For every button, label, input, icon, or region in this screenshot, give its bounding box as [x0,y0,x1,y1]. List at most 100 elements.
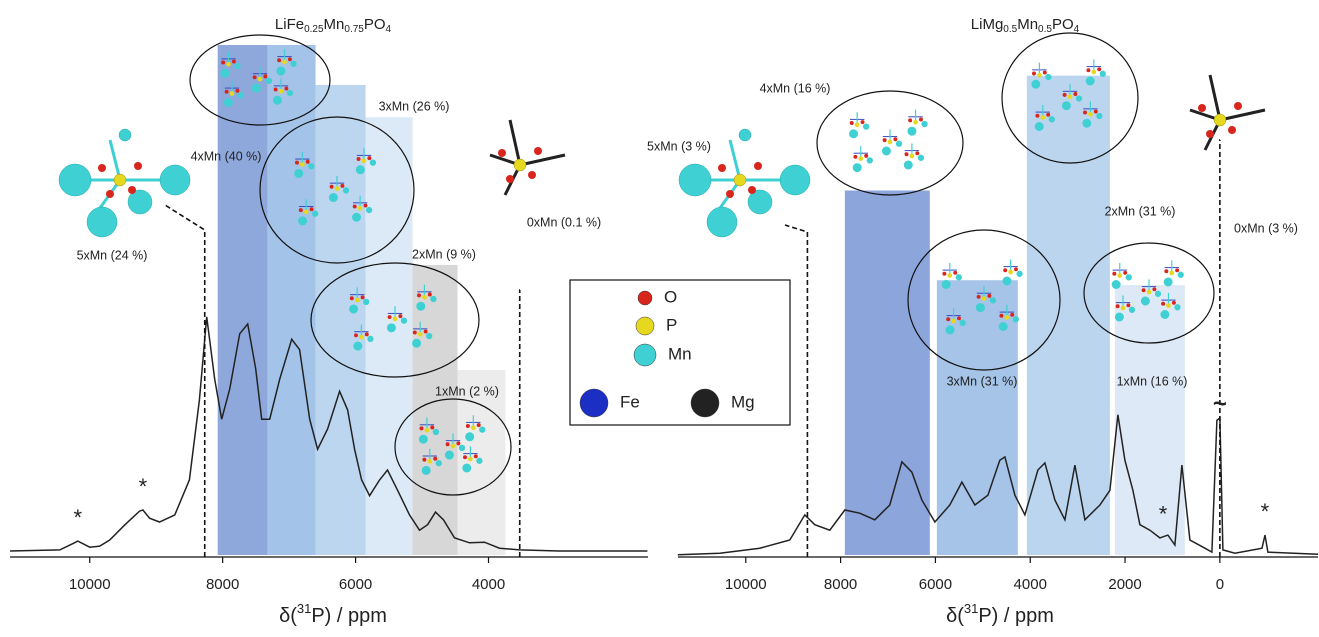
atom-p [359,335,364,340]
atom-o [274,87,278,91]
atom-mn [896,141,902,147]
xlabel-part: P) / ppm [978,605,1054,627]
atom-o [861,120,865,124]
atom-o [288,57,292,61]
atom-mn [298,216,307,225]
atom-mn [1129,307,1135,313]
marker-line [165,205,205,557]
atom-mn [863,123,869,129]
atom-p [427,459,432,464]
atom-mn [465,432,474,441]
title-part: Mn [1017,16,1038,33]
atom-mn [370,159,376,165]
atom-o [357,157,361,161]
atom-o [477,423,481,427]
atom-mn [1045,74,1051,80]
atom-mn [426,333,432,339]
title-part: PO [364,16,386,33]
atom-o [1032,71,1036,75]
peak-star: * [1261,499,1270,524]
atom-mn [290,61,296,67]
marker-label: 0xMn (0.1 %) [527,215,601,229]
atom-mn [353,342,362,351]
atom-o [1198,104,1206,112]
atom-p [335,186,340,191]
atom-mn [1112,280,1121,289]
atom-o [420,426,424,430]
marker-label: 0xMn (3 %) [1234,221,1298,235]
atom-mn [352,213,361,222]
atom-o [474,454,478,458]
atom-o [295,161,299,165]
atom-o [748,186,756,194]
atom-o [946,317,950,321]
atom-mn [419,435,428,444]
atom-o [417,293,421,297]
atom-o [430,426,434,430]
atom-mn [462,464,471,473]
atom-o [506,175,514,183]
atom-o [1142,288,1146,292]
legend-label: Mg [731,392,755,411]
atom-p [258,77,263,82]
atom-p [304,210,309,215]
atom-o [1123,271,1127,275]
title-part: 0.5 [1038,24,1052,35]
atom-mn [1160,310,1169,319]
atom-mn [1076,95,1082,101]
atom-p [1117,273,1122,278]
atom-mn [366,207,372,213]
atom-mn [990,297,996,303]
atom-o [106,190,114,198]
marker-label: 5xMn (3 %) [647,139,711,153]
atom-mn [1003,277,1012,286]
atom-o [1063,93,1067,97]
atom-o [893,137,897,141]
atom-o [528,171,536,179]
xlabel-part: 31 [964,601,978,616]
atom-mn [234,63,240,69]
title-part: 0.5 [1003,24,1017,35]
atom-mn [412,339,421,348]
legend-swatch [691,389,719,417]
atom-o [433,457,437,461]
atom-o [1010,313,1014,317]
atom-mn [436,460,442,466]
atom-o [1172,301,1176,305]
atom-o [398,314,402,318]
atom-o [953,271,957,275]
atom-mn [882,146,891,155]
atom-p [514,159,526,171]
atom-mn [921,121,927,127]
atom-mn [1178,272,1184,278]
atom-o [726,190,734,198]
atom-o [306,160,310,164]
atom-mn [308,163,314,169]
atom-o [253,75,257,79]
atom-p [425,428,430,433]
atom-o [942,272,946,276]
atom-o [284,87,288,91]
chart-title: LiFe0.25Mn0.75PO4 [275,16,392,35]
x-tick-label: 0 [1216,576,1224,593]
atom-o [864,154,868,158]
atom-o [354,333,358,337]
atom-mn [1096,113,1102,119]
xlabel-part: δ( [946,605,964,627]
atom-o [221,60,225,64]
atom-o [1043,71,1047,75]
atom-o [908,118,912,122]
x-tick-label: 4000 [472,576,505,593]
atom-p [422,295,427,300]
x-tick-label: 2000 [1108,576,1141,593]
atom-o [1175,268,1179,272]
band-label: 2xMn (31 %) [1105,204,1176,218]
atom-o [128,186,136,194]
atom-o [754,162,762,170]
atom-p [913,120,918,125]
atom-mn [959,320,965,326]
band-label: 4xMn (40 %) [191,149,262,163]
atom-mn [349,305,358,314]
atom-o [235,89,239,93]
